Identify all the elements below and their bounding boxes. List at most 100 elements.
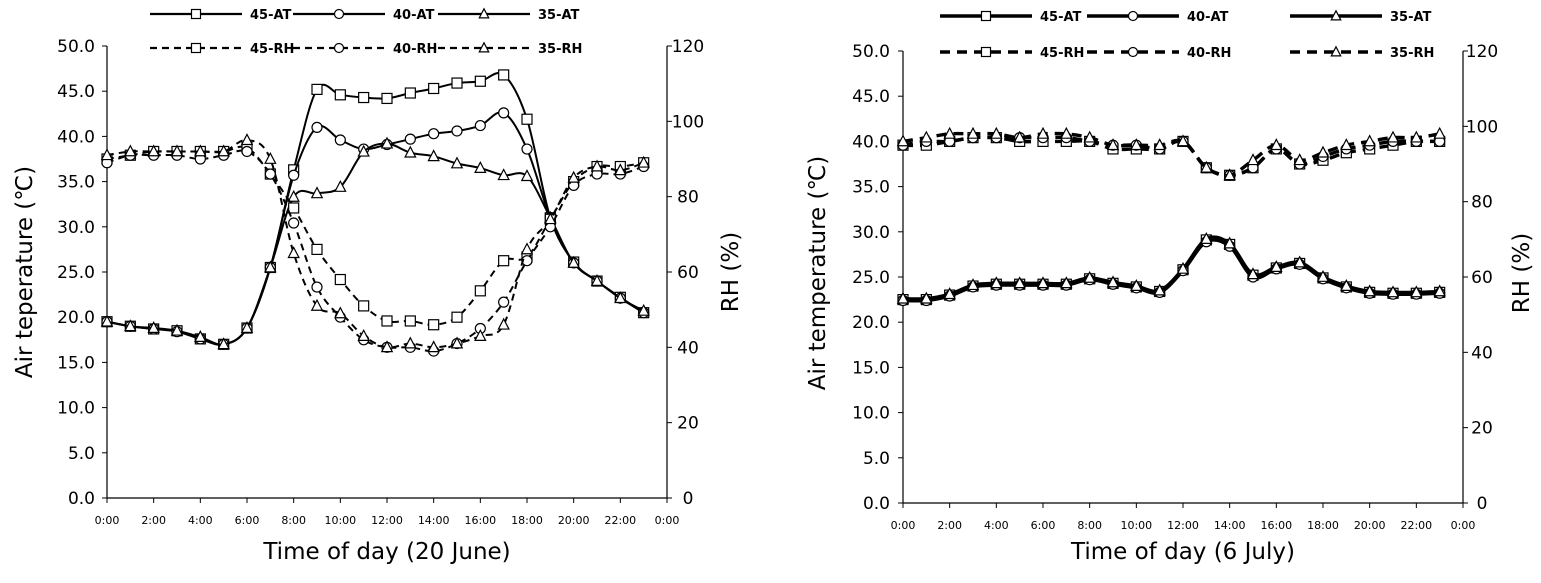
data-point [498, 296, 510, 308]
data-point [427, 340, 440, 353]
data-point [474, 328, 487, 341]
data-point [404, 145, 417, 158]
x-tick-label: 6:00 [1031, 519, 1056, 532]
data-point [311, 83, 323, 95]
y-left-tick-label: 20.0 [852, 313, 890, 333]
x-tick-label: 18:00 [1307, 519, 1339, 532]
data-point [637, 155, 650, 168]
data-point [217, 144, 230, 157]
y-left-tick-label: 40.0 [852, 132, 890, 152]
series-line [106, 72, 645, 346]
data-point [147, 321, 160, 333]
data-point [380, 136, 394, 149]
y-right-tick-label: 20 [677, 414, 699, 434]
data-point [334, 89, 346, 101]
data-point [451, 311, 463, 323]
y-left-tick-label: 45.0 [852, 87, 890, 107]
legend-label: 35-AT [1390, 10, 1432, 25]
data-point [404, 87, 416, 99]
data-point [521, 143, 533, 155]
legend-marker [1330, 45, 1342, 57]
x-tick-label: 0:00 [1451, 519, 1476, 532]
legend-label: 35-AT [538, 8, 580, 23]
series-line [902, 235, 1440, 301]
data-point [497, 168, 510, 181]
y-left-tick-label: 50.0 [852, 42, 890, 62]
data-point [1106, 138, 1120, 151]
data-point [966, 278, 980, 291]
data-point [264, 151, 277, 164]
data-point [1293, 153, 1306, 166]
legend: 45-AT 40-AT 35-AT 45-RH 40-RH 35-RH [940, 9, 1434, 61]
y-right-tick-label: 100 [672, 112, 704, 132]
data-point [637, 303, 650, 316]
data-point [170, 144, 184, 157]
series-line [902, 131, 1440, 178]
data-point [990, 276, 1003, 289]
chart-panel-right: 0:00 2:00 4:00 6:00 8:00 10:00 12:00 14:00 16:00… [805, 9, 1535, 565]
data-point [381, 92, 393, 105]
x-tick-label: 20:00 [558, 514, 590, 527]
legend-marker [190, 42, 202, 54]
data-point [590, 159, 604, 172]
data-point [240, 321, 254, 333]
data-point [474, 160, 487, 173]
data-point [498, 255, 510, 267]
y-right-tick-label: 0 [683, 489, 694, 509]
data-point [1340, 138, 1353, 151]
data-point [920, 130, 933, 143]
data-point [1060, 126, 1073, 139]
data-point [428, 128, 440, 140]
data-point [896, 291, 910, 304]
data-point [288, 217, 300, 229]
data-point [1270, 260, 1283, 272]
data-point [498, 69, 510, 81]
y-left-tick-label: 20.0 [57, 308, 95, 328]
y-right-tick-label: 40 [1471, 343, 1493, 363]
y-left-tick-label: 0.0 [68, 489, 95, 509]
data-point [1433, 284, 1446, 297]
series-45-rh [101, 142, 650, 331]
data-point [124, 319, 137, 332]
data-point [124, 144, 137, 157]
data-point [1036, 126, 1050, 139]
legend-label: 35-RH [1390, 46, 1434, 61]
legend-marker [478, 7, 490, 19]
series-line [902, 135, 1440, 178]
data-point [334, 134, 346, 146]
data-point [404, 336, 417, 349]
data-point [520, 242, 534, 255]
series-40-at [897, 236, 1446, 307]
data-point [544, 212, 557, 225]
legend-label: 35-RH [538, 42, 582, 57]
data-point [943, 126, 956, 139]
x-tick-label: 22:00 [604, 514, 636, 527]
x-tick-label: 4:00 [984, 519, 1009, 532]
data-point [147, 144, 160, 157]
series-line [106, 145, 644, 326]
data-point [1083, 270, 1096, 283]
y-left-tick-label: 30.0 [852, 223, 890, 243]
data-point [194, 144, 207, 157]
data-point [1013, 276, 1026, 289]
y-left-tick-label: 50.0 [57, 37, 95, 57]
data-point [1153, 138, 1166, 151]
data-point [1340, 278, 1353, 291]
data-point [1316, 269, 1330, 282]
data-point [567, 170, 580, 183]
y-left-tick-label: 35.0 [57, 173, 95, 193]
x-tick-label: 10:00 [1120, 519, 1152, 532]
data-point [1246, 267, 1260, 280]
y-right-tick-label: 40 [677, 338, 699, 358]
data-point [451, 77, 463, 89]
y-axis-right-title: RH (%) [1509, 233, 1535, 313]
data-point [381, 315, 393, 327]
y-right-tick-label: 100 [1466, 117, 1498, 137]
data-point [614, 291, 627, 304]
chart-panel-left: 0:00 2:00 4:00 6:00 8:00 10:00 12:00 14:00 16:00… [12, 7, 744, 565]
data-point [1363, 284, 1376, 297]
legend-marker [478, 41, 490, 53]
data-point [311, 121, 323, 133]
data-point [428, 82, 440, 95]
data-point [1246, 153, 1260, 166]
